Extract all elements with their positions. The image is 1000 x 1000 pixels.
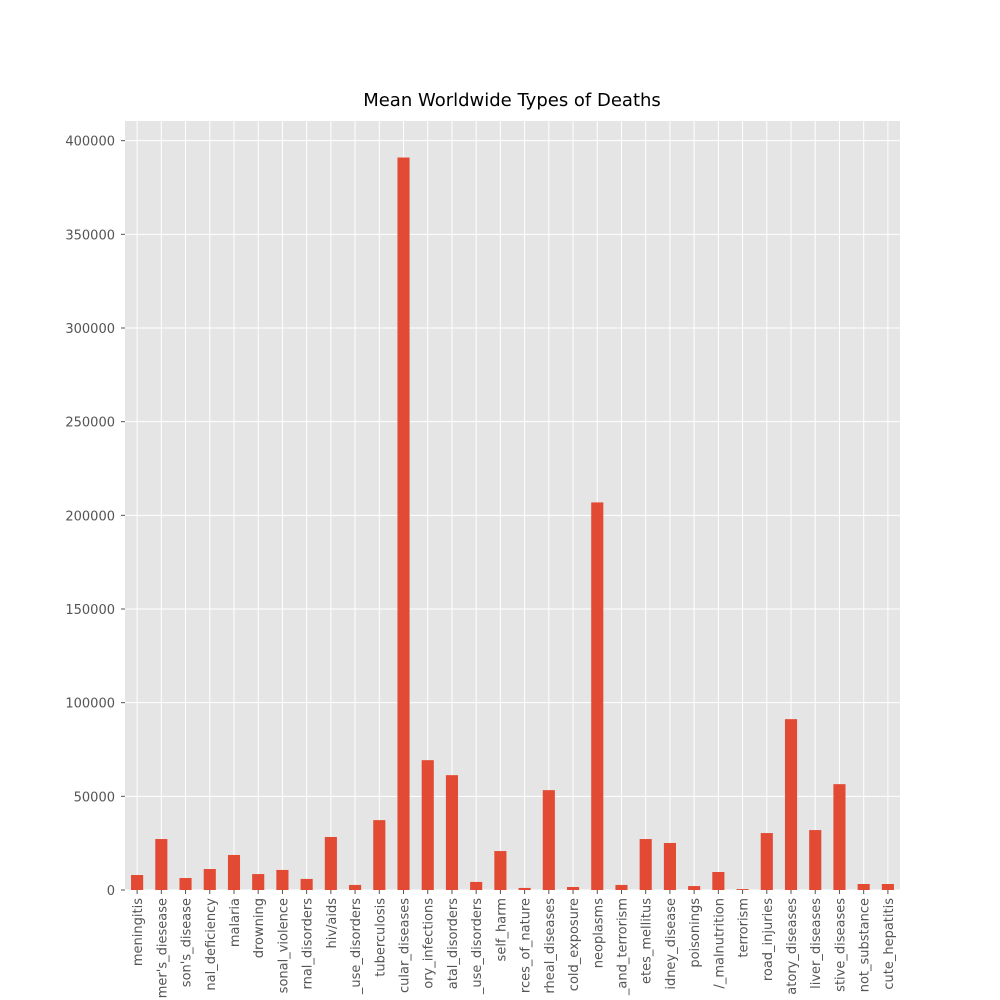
x-tick-label: poisonings xyxy=(688,898,703,968)
bar xyxy=(663,842,676,890)
bar xyxy=(397,157,410,890)
bar xyxy=(494,851,507,890)
x-tick-label: cold_exposure xyxy=(567,898,582,991)
y-tick-label: 350000 xyxy=(65,228,115,243)
x-tick-label: neoplasms xyxy=(591,898,606,968)
bar xyxy=(736,889,749,890)
x-tick-label: atory_diseases xyxy=(785,898,800,995)
bar xyxy=(712,872,725,890)
x-tick-label: road_injuries xyxy=(761,898,776,981)
bar xyxy=(276,869,289,890)
bar xyxy=(688,886,701,890)
y-tick-label: 250000 xyxy=(65,416,115,431)
x-tick-label: atal_disorders xyxy=(446,898,461,989)
x-tick-label: _and_terrorism xyxy=(615,898,630,996)
bar xyxy=(542,790,555,890)
x-tick-label: cute_hepatitis xyxy=(882,898,897,990)
y-tick-label: 300000 xyxy=(65,322,115,337)
bar xyxy=(470,881,483,890)
x-tick-label: stive_diseases xyxy=(833,898,848,992)
x-tick-label: self_harm xyxy=(494,898,509,961)
bar xyxy=(324,836,337,890)
bar xyxy=(421,760,434,890)
bar xyxy=(881,884,894,890)
x-tick-label: rheal_diseases xyxy=(543,898,558,994)
x-tick-label: ory_infections xyxy=(422,898,437,989)
bar xyxy=(784,719,798,890)
y-tick-label: 400000 xyxy=(65,135,115,150)
bar xyxy=(179,878,192,890)
x-tick-label: malaria xyxy=(228,898,243,947)
bar xyxy=(252,874,265,890)
bar xyxy=(518,887,531,890)
x-tick-label: rces_of_nature xyxy=(519,898,534,993)
x-tick-label: hiv/aids xyxy=(325,898,340,949)
x-tick-label: nal_deficiency xyxy=(204,898,219,991)
x-tick-label: mer's_diesease xyxy=(155,898,170,998)
bar xyxy=(760,833,773,890)
bar xyxy=(445,775,459,890)
plot-area xyxy=(125,121,900,890)
x-tick-label: not_substance xyxy=(858,898,873,992)
bar xyxy=(566,887,580,890)
x-tick-label: cular_diseases xyxy=(398,898,413,993)
bar xyxy=(373,820,386,890)
bar xyxy=(203,869,216,890)
x-tick-label: rnal_disorders xyxy=(301,898,316,990)
bar xyxy=(857,884,870,890)
y-tick-label: 0 xyxy=(107,884,115,899)
bar xyxy=(833,784,846,890)
y-tick-label: 200000 xyxy=(65,509,115,524)
bar xyxy=(615,884,628,890)
x-tick-label: idney_disease xyxy=(664,898,679,990)
bar xyxy=(591,502,604,890)
x-tick-label: drowning xyxy=(252,898,267,958)
x-tick-label: _use_disorders xyxy=(349,898,364,995)
bar xyxy=(227,854,241,890)
chart-title: Mean Worldwide Types of Deaths xyxy=(363,90,661,111)
bar xyxy=(300,878,313,890)
x-tick-label: etes_mellitus xyxy=(640,898,655,984)
bar xyxy=(639,839,652,890)
x-tick-label: meningitis xyxy=(131,898,146,966)
x-tick-label: tuberculosis xyxy=(373,898,388,977)
y-tick-label: 100000 xyxy=(65,697,115,712)
y-tick-label: 50000 xyxy=(74,790,115,805)
bar xyxy=(349,884,362,890)
bar xyxy=(155,839,168,890)
x-tick-label: _use_disorders xyxy=(470,898,485,995)
x-tick-label: /_malnutrition xyxy=(712,898,727,989)
bar xyxy=(809,830,822,890)
x-tick-label: liver_diseases xyxy=(809,898,824,989)
x-tick-label: sonal_violence xyxy=(276,898,291,993)
bar xyxy=(131,875,144,890)
x-tick-label: terrorism xyxy=(737,898,752,958)
y-tick-label: 150000 xyxy=(65,603,115,618)
x-tick-label: son's_disease xyxy=(180,898,195,987)
